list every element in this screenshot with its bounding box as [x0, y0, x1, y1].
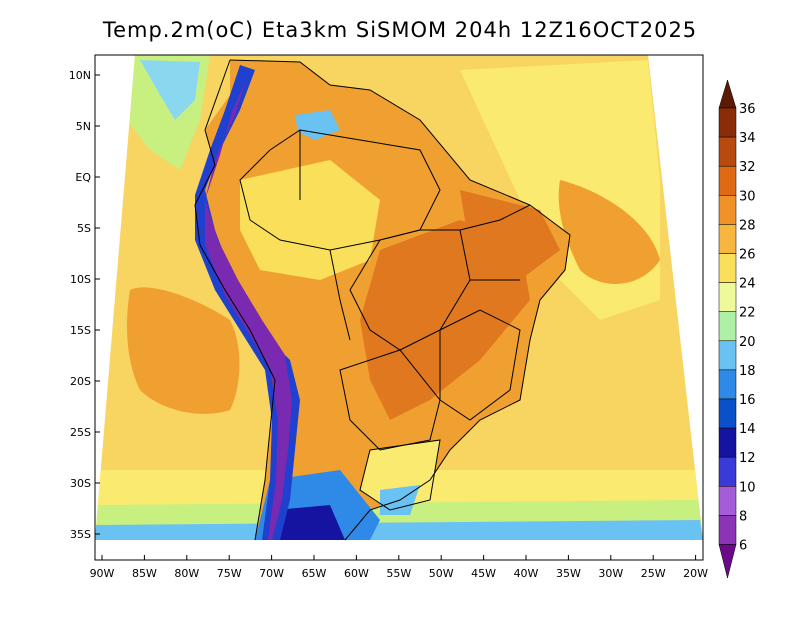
- colorbar-segment: [718, 224, 737, 254]
- colorbar-segment: [718, 515, 737, 545]
- coastline-west: [194, 59, 276, 541]
- andes-coldest-band: [205, 80, 292, 540]
- colorbar-label: 16: [739, 393, 756, 408]
- lon-tick-label: 55W: [386, 567, 411, 580]
- amazon-yellow-zone: [240, 160, 380, 280]
- colorbar-segment: [718, 253, 737, 283]
- political-borders: [194, 59, 571, 541]
- colorbar-segment: [718, 369, 737, 400]
- colorbar-segment: [718, 340, 737, 371]
- colorbar-top-arrow: [718, 79, 737, 109]
- border-internal: [299, 130, 531, 341]
- lat-tick-label: 5N: [76, 120, 91, 133]
- colorbar-label: 20: [739, 335, 756, 350]
- colorbar-label: 8: [739, 509, 747, 524]
- colorbar-segment: [718, 195, 737, 225]
- lon-tick-label: 75W: [217, 567, 242, 580]
- colorbar-label: 10: [739, 480, 756, 495]
- colorbar-bottom-arrow: [718, 544, 737, 579]
- lon-tick-label: 80W: [174, 567, 199, 580]
- colorbar-segment: [718, 311, 737, 342]
- latitude-axis: 10N 5N EQ 5S 10S 15S 20S 25S 30S 35S: [69, 69, 100, 541]
- pacific-cold-patch: [140, 60, 200, 120]
- lon-tick-label: 45W: [471, 567, 496, 580]
- lat-tick-label: 20S: [70, 375, 91, 388]
- central-brazil-hot-zone: [360, 220, 530, 420]
- colorbar-label: 30: [739, 189, 756, 204]
- colorbar: 6 8 10 12 14 16 18 20 22 24 26 28 30 32 34 36: [718, 79, 756, 579]
- pacific-warm-blob: [127, 287, 240, 414]
- lon-tick-label: 20W: [683, 567, 708, 580]
- colorbar-segment: [718, 456, 737, 487]
- lon-tick-label: 70W: [259, 567, 284, 580]
- lon-tick-label: 25W: [641, 567, 666, 580]
- colorbar-segment: [718, 282, 737, 312]
- lat-tick-label: 30S: [70, 477, 91, 490]
- colorbar-label: 24: [739, 277, 756, 292]
- colorbar-label: 32: [739, 160, 756, 175]
- colorbar-segment: [718, 427, 737, 458]
- map-field: [95, 55, 703, 540]
- southern-blue-band: [95, 520, 703, 540]
- map-title: Temp.2m(oC) Eta3km SiSMOM 204h 12Z16OCT2…: [102, 18, 698, 42]
- lon-tick-label: 85W: [132, 567, 157, 580]
- coastline-east: [229, 59, 571, 541]
- border-rio-grande: [359, 439, 441, 511]
- andes-cold-band: [195, 65, 300, 540]
- guiana-cool-patch: [295, 110, 340, 140]
- lon-tick-label: 50W: [429, 567, 454, 580]
- colorbar-segment: [718, 165, 737, 196]
- lon-tick-label: 40W: [514, 567, 539, 580]
- lon-tick-label: 35W: [556, 567, 581, 580]
- northeast-hot-zone: [460, 190, 560, 280]
- lat-tick-label: 10N: [69, 69, 91, 82]
- border-paraguay: [339, 349, 441, 451]
- colorbar-label: 14: [739, 422, 756, 437]
- lon-tick-label: 90W: [90, 567, 115, 580]
- colorbar-label: 12: [739, 451, 756, 466]
- lat-tick-label: 25S: [70, 426, 91, 439]
- lat-tick-label: 5S: [77, 222, 91, 235]
- colorbar-label: 28: [739, 218, 756, 233]
- border-amazonas: [239, 129, 441, 251]
- colorbar-segment: [718, 486, 737, 516]
- colorbar-segment: [718, 107, 737, 138]
- colorbar-segment: [718, 136, 737, 167]
- colorbar-label: 22: [739, 306, 756, 321]
- lon-tick-label: 30W: [598, 567, 623, 580]
- lon-tick-label: 65W: [302, 567, 327, 580]
- colorbar-label: 6: [739, 539, 747, 554]
- colorbar-label: 36: [739, 102, 756, 117]
- colorbar-segment: [718, 398, 737, 429]
- colorbar-label: 26: [739, 248, 756, 263]
- lat-tick-label: 15S: [70, 324, 91, 337]
- colorbar-label: 34: [739, 131, 756, 146]
- longitude-axis: 90W 85W 80W 75W 70W 65W 60W 55W 50W 45W 40W 35W 30W 2…: [90, 555, 708, 580]
- lat-tick-label: EQ: [75, 171, 91, 184]
- lat-tick-label: 35S: [70, 528, 91, 541]
- atlantic-warm-blob: [558, 180, 660, 284]
- colorbar-label: 18: [739, 364, 756, 379]
- lat-tick-label: 10S: [70, 273, 91, 286]
- lon-tick-label: 60W: [344, 567, 369, 580]
